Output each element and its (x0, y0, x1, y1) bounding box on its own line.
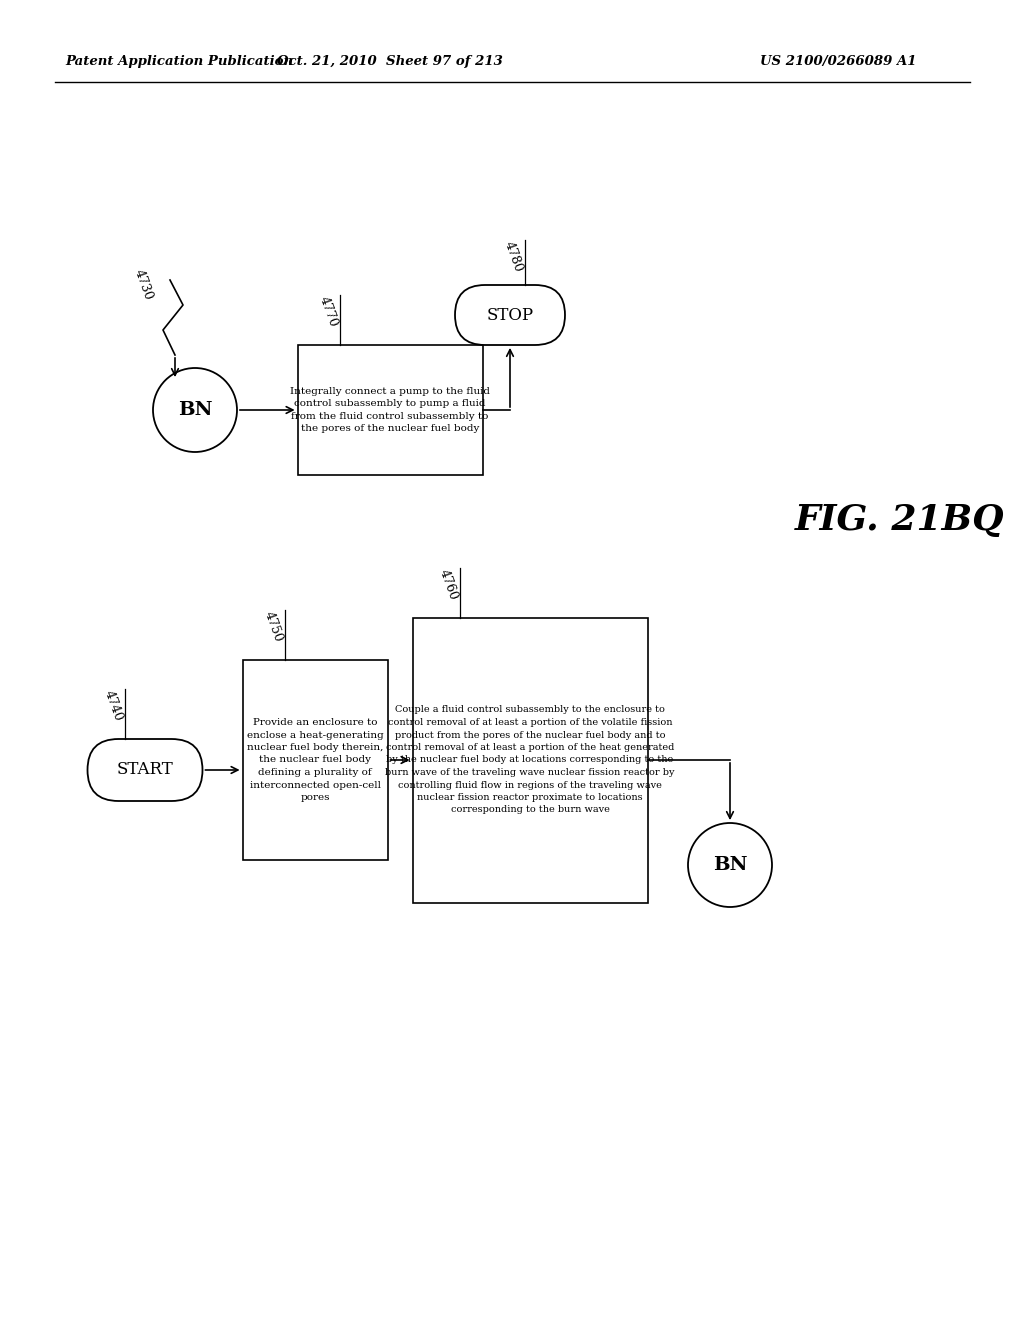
Text: 4760: 4760 (437, 568, 460, 602)
Text: Integrally connect a pump to the fluid
control subassembly to pump a fluid
from : Integrally connect a pump to the fluid c… (290, 387, 490, 433)
Text: 4730: 4730 (132, 268, 155, 302)
Text: 4770: 4770 (316, 294, 340, 329)
Text: 4780: 4780 (502, 240, 525, 275)
Text: BN: BN (713, 855, 748, 874)
Text: BN: BN (178, 401, 212, 418)
Circle shape (153, 368, 237, 451)
Text: US 2100/0266089 A1: US 2100/0266089 A1 (760, 55, 916, 69)
Text: Couple a fluid control subassembly to the enclosure to
control removal of at lea: Couple a fluid control subassembly to th… (385, 705, 675, 814)
Text: Patent Application Publication: Patent Application Publication (65, 55, 293, 69)
Bar (298, 345, 482, 475)
Bar (243, 660, 387, 861)
Text: Oct. 21, 2010  Sheet 97 of 213: Oct. 21, 2010 Sheet 97 of 213 (278, 55, 503, 69)
FancyBboxPatch shape (455, 285, 565, 345)
Circle shape (688, 822, 772, 907)
Bar (413, 618, 647, 903)
Text: 4750: 4750 (262, 610, 285, 644)
Text: FIG. 21BQ: FIG. 21BQ (796, 503, 1005, 537)
Text: Provide an enclosure to
enclose a heat-generating
nuclear fuel body therein,
the: Provide an enclosure to enclose a heat-g… (247, 718, 383, 803)
Text: 4740: 4740 (101, 689, 125, 723)
Text: START: START (117, 762, 173, 779)
FancyBboxPatch shape (87, 739, 203, 801)
Text: STOP: STOP (486, 306, 534, 323)
